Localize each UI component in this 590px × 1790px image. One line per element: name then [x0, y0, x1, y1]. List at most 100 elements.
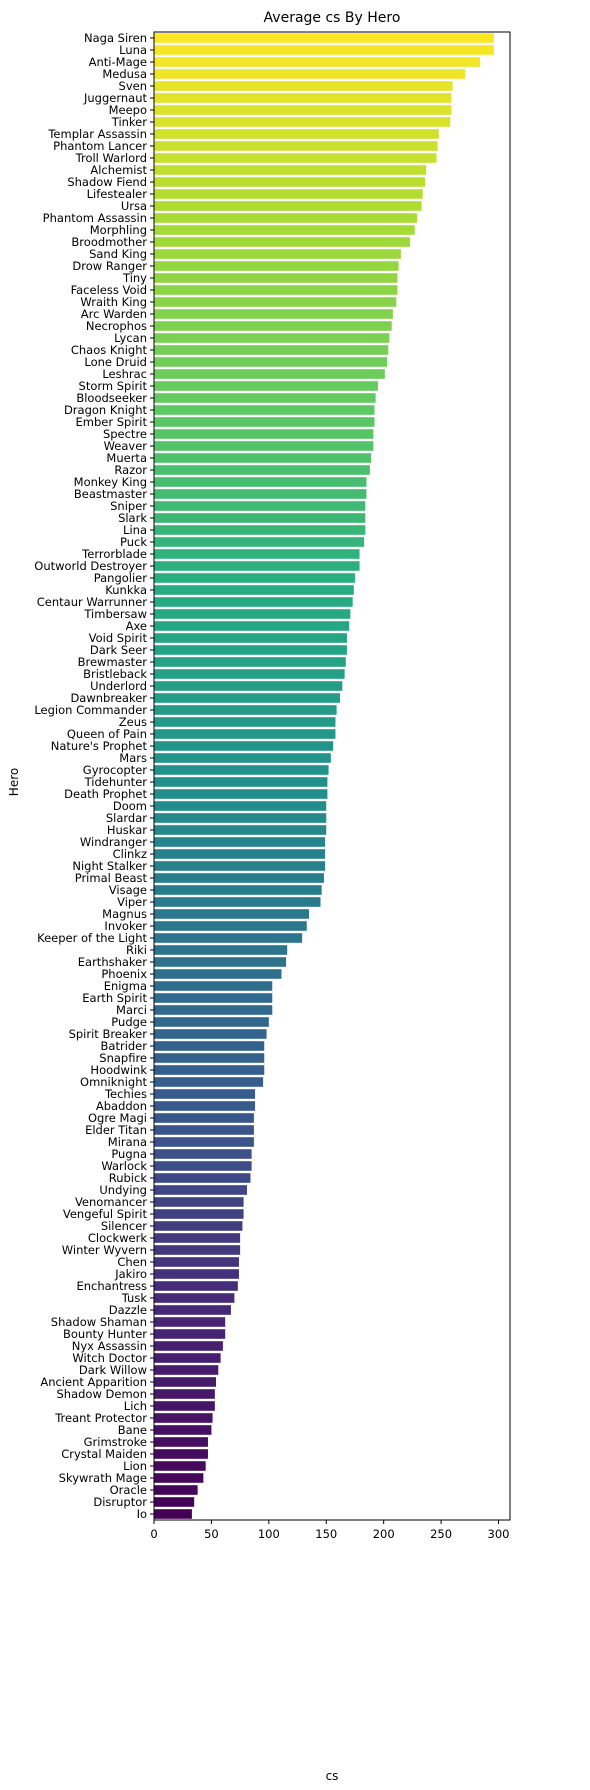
y-tick-label: Lifestealer	[87, 187, 148, 201]
bar	[154, 1485, 198, 1495]
bar	[154, 1377, 217, 1387]
y-tick-label: Rubick	[109, 1171, 148, 1185]
y-tick-label: Invoker	[104, 919, 147, 933]
y-tick-label: Slark	[118, 511, 147, 525]
bar	[154, 1269, 239, 1279]
bar	[154, 645, 347, 655]
y-tick-labels-group: Naga SirenLunaAnti-MageMedusaSvenJuggern…	[34, 31, 154, 1521]
x-tick-label: 0	[150, 1527, 157, 1541]
y-tick-label: Disruptor	[93, 1495, 147, 1509]
y-tick-label: Witch Doctor	[72, 1351, 147, 1365]
y-tick-label: Lion	[123, 1459, 147, 1473]
y-tick-label: Phantom Lancer	[53, 139, 147, 153]
y-tick-label: Slardar	[106, 811, 147, 825]
y-tick-label: Bloodseeker	[76, 391, 147, 405]
bar	[154, 189, 423, 199]
y-tick-label: Centaur Warrunner	[37, 595, 147, 609]
y-tick-label: Drow Ranger	[72, 259, 147, 273]
bar	[154, 369, 385, 379]
bar	[154, 381, 378, 391]
y-tick-label: Tidehunter	[84, 775, 148, 789]
bar	[154, 1413, 213, 1423]
bar	[154, 129, 439, 139]
chart-title: Average cs By Hero	[264, 10, 401, 26]
bar	[154, 1233, 241, 1243]
bar	[154, 933, 303, 943]
bar	[154, 393, 376, 403]
bar	[154, 837, 326, 847]
bar	[154, 1065, 265, 1075]
bar	[154, 501, 366, 511]
y-tick-label: Necrophos	[86, 319, 147, 333]
y-tick-label: Death Prophet	[64, 787, 147, 801]
y-tick-label: Juggernaut	[83, 91, 148, 105]
bar	[154, 345, 389, 355]
bar	[154, 1197, 244, 1207]
bar	[154, 1245, 241, 1255]
y-tick-label: Sand King	[89, 247, 147, 261]
bar	[154, 33, 494, 43]
y-tick-label: Winter Wyvern	[62, 1243, 147, 1257]
y-tick-label: Broodmother	[71, 235, 147, 249]
bar	[154, 957, 287, 967]
y-tick-label: Nature's Prophet	[51, 739, 148, 753]
bar	[154, 141, 438, 151]
bar	[154, 417, 375, 427]
y-tick-label: Queen of Pain	[67, 727, 147, 741]
bar	[154, 729, 336, 739]
bar	[154, 1125, 254, 1135]
y-tick-label: Jakiro	[114, 1267, 147, 1281]
bar	[154, 861, 326, 871]
y-tick-label: Gyrocopter	[83, 763, 147, 777]
y-tick-label: Pangolier	[94, 571, 148, 585]
bar	[154, 849, 326, 859]
bar	[154, 597, 353, 607]
y-tick-label: Vengeful Spirit	[63, 1207, 148, 1221]
y-tick-label: Phoenix	[101, 967, 147, 981]
y-tick-label: Clockwerk	[88, 1231, 147, 1245]
y-tick-label: Bane	[118, 1423, 147, 1437]
y-tick-label: Techies	[104, 1087, 147, 1101]
y-tick-label: Medusa	[102, 67, 147, 81]
bar	[154, 357, 388, 367]
bar	[154, 765, 329, 775]
bar	[154, 1005, 273, 1015]
bar	[154, 1305, 231, 1315]
y-tick-label: Io	[137, 1507, 147, 1521]
bar	[154, 405, 375, 415]
bars-group	[154, 33, 494, 1519]
y-tick-label: Tusk	[121, 1291, 148, 1305]
y-tick-label: Mars	[119, 751, 147, 765]
y-tick-label: Kunkka	[105, 583, 147, 597]
y-tick-label: Lone Druid	[84, 355, 147, 369]
y-tick-label: Meepo	[109, 103, 147, 117]
bar	[154, 681, 343, 691]
bar	[154, 573, 355, 583]
bar	[154, 633, 347, 643]
y-tick-label: Bristleback	[83, 667, 147, 681]
y-tick-label: Templar Assassin	[47, 127, 147, 141]
y-tick-label: Pudge	[111, 1015, 147, 1029]
y-tick-label: Tinker	[111, 115, 147, 129]
x-axis-label: cs	[326, 1769, 339, 1783]
y-tick-label: Keeper of the Light	[37, 931, 147, 945]
bar	[154, 1149, 252, 1159]
bar	[154, 969, 282, 979]
bar	[154, 1077, 264, 1087]
y-tick-label: Morphling	[90, 223, 147, 237]
bar	[154, 453, 372, 463]
y-tick-label: Zeus	[119, 715, 147, 729]
y-tick-label: Shadow Demon	[57, 1387, 148, 1401]
y-tick-label: Axe	[126, 619, 147, 633]
y-tick-label: Warlock	[101, 1159, 147, 1173]
bar	[154, 333, 390, 343]
y-tick-label: Void Spirit	[89, 631, 148, 645]
bar	[154, 813, 327, 823]
y-tick-label: Omniknight	[80, 1075, 147, 1089]
bar	[154, 801, 327, 811]
bar	[154, 1509, 192, 1519]
bar	[154, 1353, 221, 1363]
y-tick-label: Dark Seer	[90, 643, 147, 657]
bar	[154, 1173, 251, 1183]
y-tick-label: Timbersaw	[83, 607, 147, 621]
